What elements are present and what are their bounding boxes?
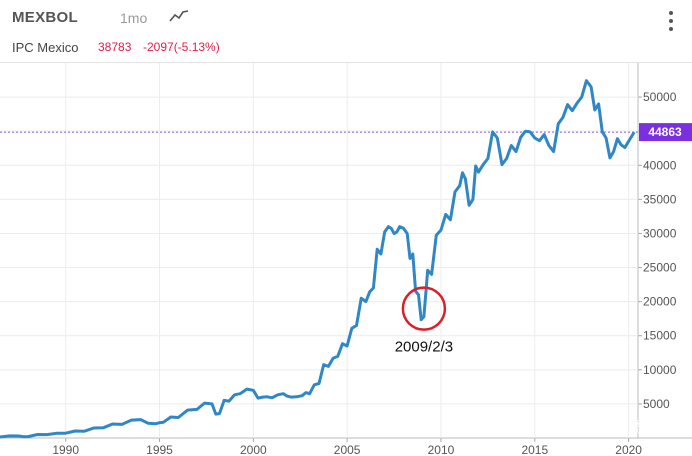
index-name: IPC Mexico bbox=[12, 40, 79, 55]
y-tick-label: 15000 bbox=[643, 329, 677, 343]
y-tick-label: 5000 bbox=[643, 397, 670, 411]
series-line bbox=[0, 79, 636, 439]
x-tick-label: 1995 bbox=[146, 443, 173, 456]
line-chart-icon[interactable] bbox=[168, 8, 190, 24]
x-tick-label: 2015 bbox=[521, 443, 548, 456]
last-price: 38783 bbox=[98, 40, 132, 54]
current-value-tag: 44863 bbox=[639, 123, 692, 142]
annotation-circle bbox=[401, 286, 447, 331]
watermark: 知乎 @晓哥 bbox=[564, 418, 644, 436]
x-tick-label: 2010 bbox=[428, 443, 455, 456]
y-tick-label: 10000 bbox=[643, 363, 677, 377]
chart-header: MEXBOL 1mo IPC Mexico 38783 -2097(-5.13%… bbox=[0, 0, 692, 62]
header-divider bbox=[0, 62, 692, 63]
x-tick-label: 2000 bbox=[240, 443, 267, 456]
y-tick-label: 40000 bbox=[643, 158, 677, 172]
x-tick-label: 2020 bbox=[615, 443, 642, 456]
ticker-symbol: MEXBOL bbox=[12, 9, 78, 26]
grid bbox=[0, 63, 638, 438]
price-change: -2097(-5.13%) bbox=[143, 40, 220, 54]
x-ticks: 1990 1995 2000 2005 2010 2015 2020 bbox=[52, 438, 642, 456]
current-value-label: 44863 bbox=[648, 125, 682, 139]
more-vertical-icon[interactable] bbox=[668, 10, 674, 32]
x-tick-label: 1990 bbox=[52, 443, 79, 456]
y-tick-label: 20000 bbox=[643, 295, 677, 309]
y-tick-label: 35000 bbox=[643, 192, 677, 206]
y-tick-label: 50000 bbox=[643, 90, 677, 104]
x-tick-label: 2005 bbox=[334, 443, 361, 456]
annotation-label: 2009/2/3 bbox=[395, 339, 453, 356]
y-tick-label: 25000 bbox=[643, 261, 677, 275]
y-tick-label: 30000 bbox=[643, 226, 677, 240]
interval-selector[interactable]: 1mo bbox=[120, 10, 148, 26]
